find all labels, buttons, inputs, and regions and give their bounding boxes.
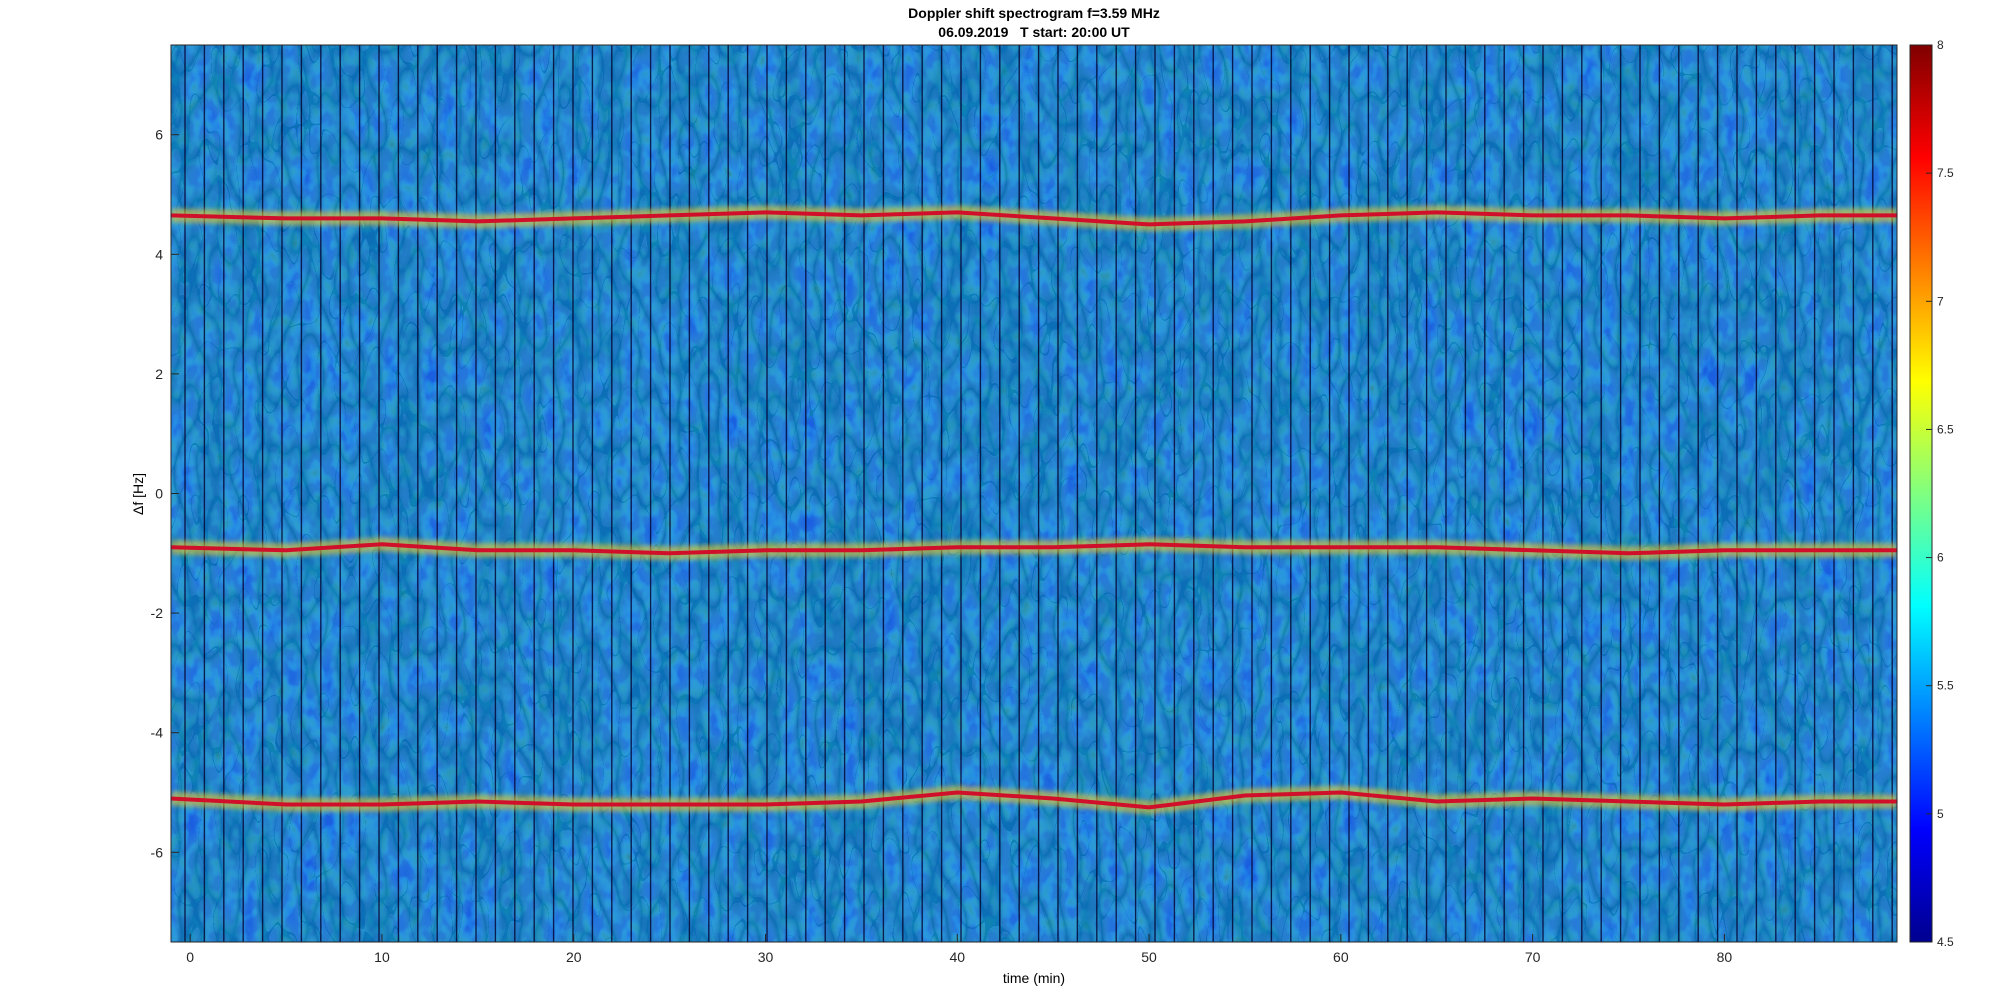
y-tick-label: -4 (151, 725, 164, 741)
x-tick-label: 20 (566, 949, 582, 965)
x-axis: 0 10 20 30 40 50 60 70 80 (186, 934, 1732, 965)
colorbar-tick-label: 7.5 (1937, 166, 1954, 180)
colorbar-tick-label: 8 (1937, 38, 1944, 52)
plot-area (171, 45, 1897, 942)
x-tick-label: 60 (1333, 949, 1349, 965)
colorbar: 4.5 5 5.5 6 6.5 7 7.5 8 (1909, 38, 1954, 949)
x-tick-label: 50 (1141, 949, 1157, 965)
y-axis-label: Δf [Hz] (130, 473, 146, 515)
colorbar-tick-label: 6.5 (1937, 422, 1954, 436)
x-tick-label: 30 (758, 949, 774, 965)
colorbar-tick-label: 6 (1937, 551, 1944, 565)
x-tick-label: 70 (1525, 949, 1541, 965)
trace-line-3 (171, 790, 1897, 810)
chart-title: Doppler shift spectrogram f=3.59 MHz (908, 5, 1160, 21)
x-tick-label: 80 (1717, 949, 1733, 965)
chart-subtitle: 06.09.2019 T start: 20:00 UT (938, 24, 1130, 40)
sweep-gap-lines (184, 45, 1893, 942)
trace-line-2 (171, 542, 1897, 556)
x-tick-label: 40 (949, 949, 965, 965)
colorbar-tick-label: 7 (1937, 294, 1944, 308)
y-tick-label: -2 (151, 605, 164, 621)
y-tick-label: -6 (151, 844, 164, 860)
x-tick-label: 10 (374, 949, 390, 965)
y-axis: -6 -4 -2 0 2 4 6 (151, 127, 179, 860)
y-tick-label: 0 (155, 486, 163, 502)
colorbar-ticks: 4.5 5 5.5 6 6.5 7 7.5 8 (1926, 38, 1954, 949)
colorbar-gradient (1909, 44, 1933, 943)
colorbar-tick-label: 5.5 (1937, 679, 1954, 693)
colorbar-tick-label: 4.5 (1937, 935, 1954, 949)
y-tick-label: 2 (155, 366, 163, 382)
y-tick-label: 4 (155, 246, 163, 262)
colorbar-tick-label: 5 (1937, 807, 1944, 821)
y-tick-label: 6 (155, 127, 163, 143)
doppler-traces (171, 205, 1897, 815)
trace-line-1 (171, 210, 1897, 227)
x-axis-label: time (min) (1003, 970, 1065, 986)
x-tick-label: 0 (186, 949, 194, 965)
